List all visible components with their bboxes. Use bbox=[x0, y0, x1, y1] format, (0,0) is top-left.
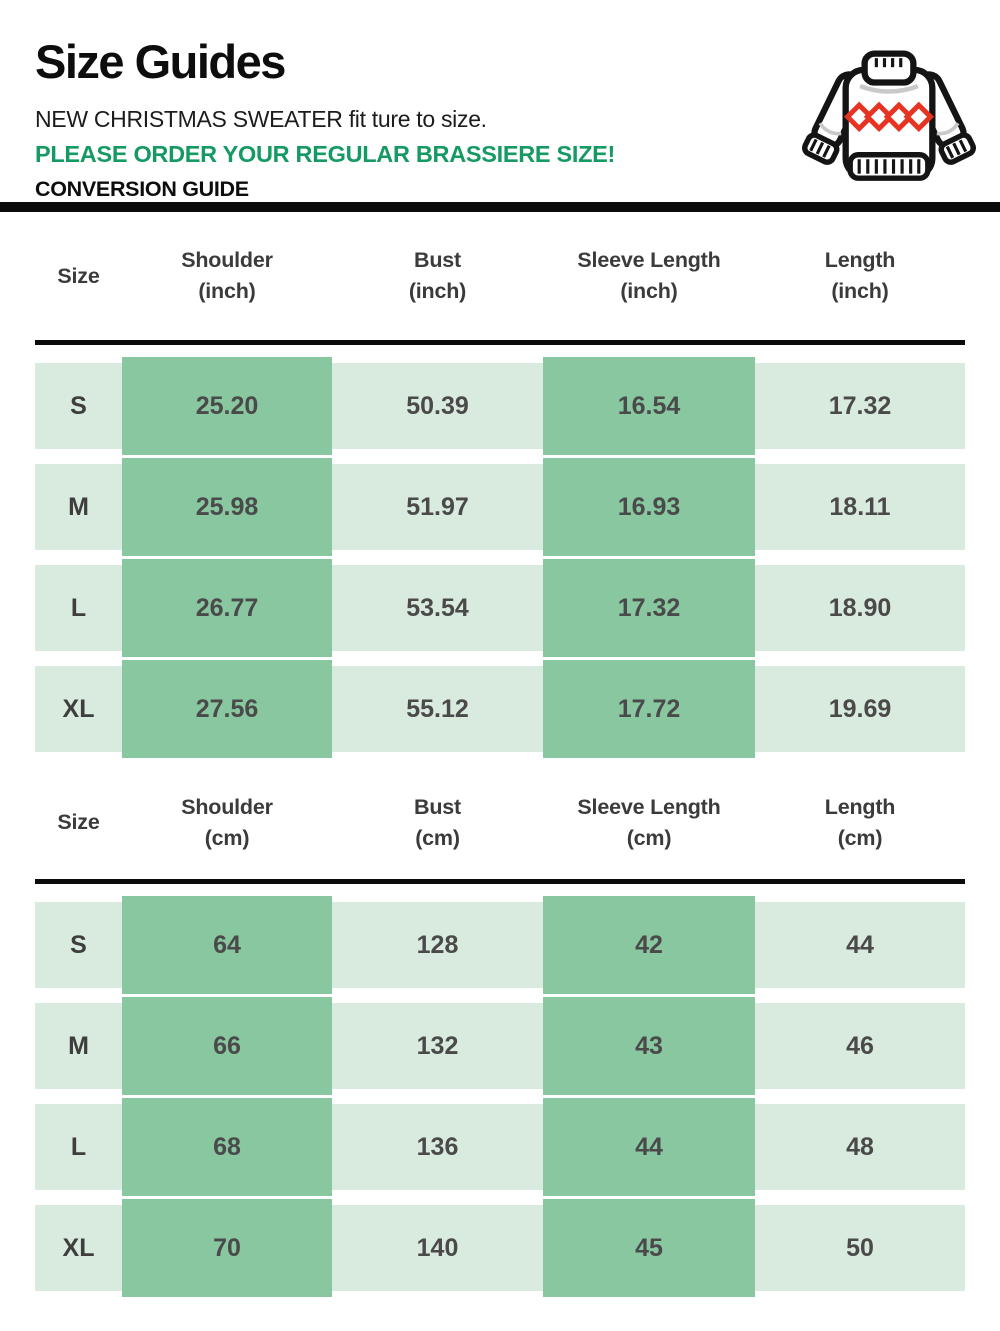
order-notice-text: PLEASE ORDER YOUR REGULAR BRASSIERE SIZE… bbox=[35, 141, 616, 168]
sleeve-value-cell: 16.93 bbox=[543, 458, 755, 557]
size-cell: L bbox=[70, 1132, 87, 1161]
page-title: Size Guides bbox=[35, 35, 286, 88]
sleeve-value-cell: 45 bbox=[543, 1199, 755, 1298]
bust-value-cell: 136 bbox=[416, 1132, 459, 1161]
sleeve-value-cell: 44 bbox=[543, 1098, 755, 1197]
column-header-line1: Length bbox=[824, 248, 896, 272]
table-row-l: L 26.77 53.54 17.32 18.90 bbox=[35, 559, 965, 658]
column-header-line2: (inch) bbox=[620, 279, 678, 304]
column-header-bust: Bust (cm) bbox=[332, 792, 543, 854]
bust-value-cell: 50.39 bbox=[406, 391, 469, 420]
column-header-line1: Sleeve Length bbox=[577, 794, 721, 819]
bust-value-cell: 51.97 bbox=[406, 492, 469, 521]
shoulder-value-cell: 26.77 bbox=[122, 559, 332, 658]
shoulder-value-cell: 70 bbox=[122, 1199, 332, 1298]
column-header-line1: Bust bbox=[414, 248, 461, 272]
size-cell: M bbox=[68, 1031, 89, 1060]
length-value-cell: 48 bbox=[846, 1132, 874, 1161]
column-header-line2: (cm) bbox=[837, 825, 883, 850]
column-header-line1: Length bbox=[824, 794, 896, 819]
sweater-icon bbox=[798, 50, 980, 208]
column-header-size: Size bbox=[35, 807, 122, 838]
column-header-line2: (inch) bbox=[408, 279, 467, 304]
length-value-cell: 50 bbox=[846, 1233, 874, 1262]
bust-value-cell: 140 bbox=[416, 1233, 459, 1262]
length-value-cell: 18.11 bbox=[829, 492, 891, 521]
column-header-line1: Size bbox=[57, 810, 100, 835]
column-header-line2: (inch) bbox=[198, 279, 256, 304]
header-divider bbox=[0, 202, 1000, 213]
table-header-row: Size Shoulder (cm) Bust (cm) Sleeve Leng… bbox=[35, 766, 965, 885]
length-value-cell: 19.69 bbox=[828, 694, 892, 723]
column-header-shoulder: Shoulder (inch) bbox=[122, 245, 332, 307]
sleeve-value-cell: 17.32 bbox=[543, 559, 755, 658]
column-header-line2: (cm) bbox=[626, 825, 672, 850]
length-value-cell: 18.90 bbox=[828, 593, 892, 622]
size-cell: S bbox=[70, 391, 87, 420]
size-cell: M bbox=[68, 492, 89, 521]
table-row-s: S 64 128 42 44 bbox=[35, 896, 965, 995]
header-block: Size Guides NEW CHRISTMAS SWEATER fit tu… bbox=[0, 0, 1000, 202]
shoulder-value-cell: 68 bbox=[122, 1098, 332, 1197]
length-value-cell: 17.32 bbox=[828, 391, 892, 420]
column-header-size: Size bbox=[35, 261, 122, 292]
column-header-line1: Bust bbox=[414, 794, 461, 819]
column-header-shoulder: Shoulder (cm) bbox=[122, 792, 332, 854]
column-header-line2: (cm) bbox=[204, 825, 250, 850]
table-row-s: S 25.20 50.39 16.54 17.32 bbox=[35, 357, 965, 456]
table-area: Size Shoulder (inch) Bust (inch) Sleeve … bbox=[0, 212, 1000, 1298]
bust-value-cell: 53.54 bbox=[406, 593, 469, 622]
shoulder-value-cell: 27.56 bbox=[122, 660, 332, 759]
size-cell: XL bbox=[62, 1233, 95, 1262]
bust-value-cell: 128 bbox=[416, 930, 459, 959]
bust-value-cell: 55.12 bbox=[406, 694, 469, 723]
table-row-l: L 68 136 44 48 bbox=[35, 1098, 965, 1197]
column-header-length: Length (cm) bbox=[755, 792, 965, 854]
column-header-line1: Sleeve Length bbox=[577, 248, 721, 272]
size-cell: L bbox=[70, 593, 87, 622]
table-header-row: Size Shoulder (inch) Bust (inch) Sleeve … bbox=[35, 212, 965, 346]
column-header-line1: Shoulder bbox=[181, 248, 273, 272]
size-cell: XL bbox=[62, 694, 95, 723]
sleeve-value-cell: 16.54 bbox=[543, 357, 755, 456]
shoulder-value-cell: 25.20 bbox=[122, 357, 332, 456]
table-row-xl: XL 70 140 45 50 bbox=[35, 1199, 965, 1298]
table-row-m: M 66 132 43 46 bbox=[35, 997, 965, 1096]
size-table-cm: Size Shoulder (cm) Bust (cm) Sleeve Leng… bbox=[35, 766, 965, 1298]
bust-value-cell: 132 bbox=[416, 1031, 459, 1060]
shoulder-value-cell: 66 bbox=[122, 997, 332, 1096]
shoulder-value-cell: 64 bbox=[122, 896, 332, 995]
length-value-cell: 46 bbox=[846, 1031, 874, 1060]
column-header-line2: (inch) bbox=[831, 279, 889, 304]
size-cell: S bbox=[70, 930, 87, 959]
size-table-inch: Size Shoulder (inch) Bust (inch) Sleeve … bbox=[35, 212, 965, 759]
column-header-line2: (cm) bbox=[415, 825, 460, 850]
conversion-guide-label: CONVERSION GUIDE bbox=[35, 177, 249, 202]
column-header-bust: Bust (inch) bbox=[332, 245, 543, 307]
length-value-cell: 44 bbox=[846, 930, 874, 959]
shoulder-value-cell: 25.98 bbox=[122, 458, 332, 557]
table-row-xl: XL 27.56 55.12 17.72 19.69 bbox=[35, 660, 965, 759]
sleeve-value-cell: 42 bbox=[543, 896, 755, 995]
table-row-m: M 25.98 51.97 16.93 18.11 bbox=[35, 458, 965, 557]
column-header-line1: Shoulder bbox=[181, 794, 273, 819]
column-header-length: Length (inch) bbox=[755, 245, 965, 307]
sleeve-value-cell: 17.72 bbox=[543, 660, 755, 759]
sleeve-value-cell: 43 bbox=[543, 997, 755, 1096]
column-header-line1: Size bbox=[57, 263, 100, 288]
subtitle-text: NEW CHRISTMAS SWEATER fit ture to size. bbox=[35, 106, 487, 132]
column-header-sleeve-length: Sleeve Length (inch) bbox=[543, 245, 755, 307]
column-header-sleeve-length: Sleeve Length (cm) bbox=[543, 792, 755, 854]
